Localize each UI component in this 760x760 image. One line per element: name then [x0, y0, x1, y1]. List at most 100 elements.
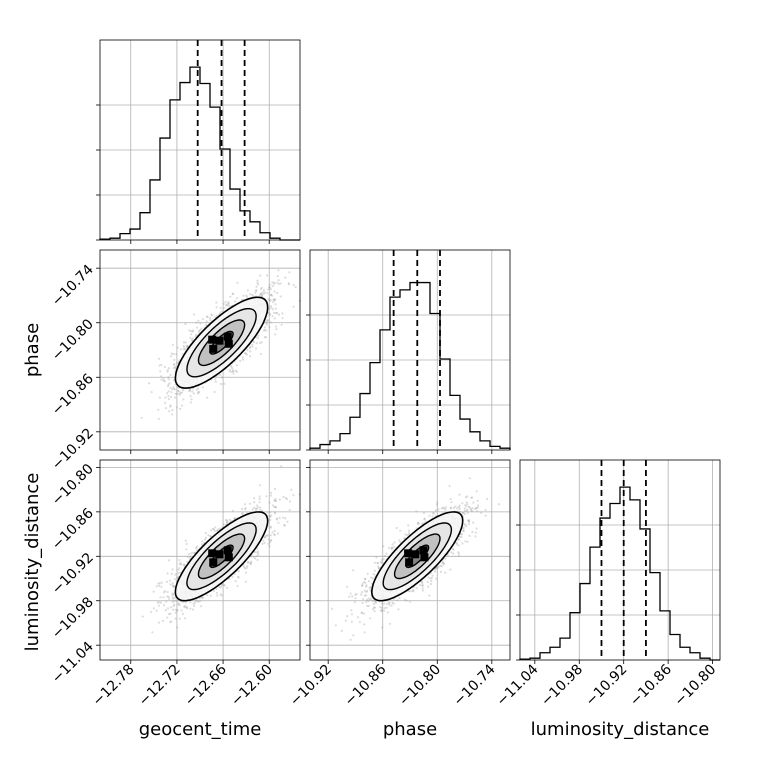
sample-point: [167, 383, 170, 386]
sample-point: [269, 518, 272, 522]
sample-point: [269, 288, 272, 291]
sample-point: [167, 390, 170, 393]
sample-point: [253, 500, 256, 504]
sample-point: [182, 341, 185, 344]
sample-point: [244, 352, 247, 355]
sample-point: [256, 506, 259, 509]
sample-point: [166, 616, 169, 619]
sample-point: [148, 382, 151, 385]
sample-point: [171, 568, 174, 571]
sample-point: [210, 313, 213, 316]
sample-point: [189, 601, 192, 604]
sample-point: [158, 364, 161, 367]
sample-point: [270, 491, 273, 494]
sample-point: [241, 358, 244, 361]
sample-point: [288, 500, 291, 503]
sample-point: [277, 279, 280, 282]
sample-point: [258, 497, 261, 501]
sample-point: [252, 340, 255, 344]
sample-point: [232, 292, 235, 295]
sample-point: [228, 368, 231, 371]
sample-point: [263, 326, 267, 329]
sample-point: [258, 484, 261, 487]
sample-point: [235, 364, 238, 367]
sample-point: [270, 293, 273, 296]
sample-point: [230, 370, 233, 373]
sample-point: [191, 608, 194, 611]
sample-point: [188, 390, 191, 393]
sample-point: [274, 487, 277, 491]
sample-point: [269, 511, 272, 514]
sample-point: [185, 548, 188, 551]
sample-point: [177, 390, 180, 393]
sample-point: [242, 294, 245, 297]
sample-point: [205, 396, 209, 399]
sample-point: [183, 346, 186, 349]
sample-point: [195, 333, 198, 336]
sample-point: [261, 291, 264, 294]
sample-point: [167, 378, 170, 381]
sample-point: [211, 527, 214, 531]
sample-point: [259, 274, 262, 277]
sample-point: [246, 289, 249, 292]
sample-point: [177, 568, 180, 572]
sample-point: [272, 281, 276, 284]
sample-point: [273, 282, 276, 285]
sample-point: [237, 570, 241, 573]
sample-point: [215, 306, 218, 309]
sample-point: [160, 581, 163, 584]
sample-point: [249, 563, 252, 566]
sample-point: [281, 312, 284, 315]
sample-point: [288, 271, 291, 274]
sample-point: [151, 631, 154, 634]
sample-point: [160, 378, 163, 381]
sample-point: [169, 386, 172, 389]
sample-point: [194, 546, 198, 549]
sample-point: [179, 407, 182, 410]
sample-point: [209, 316, 212, 319]
sample-point: [197, 319, 200, 322]
sample-point: [150, 610, 153, 614]
sample-point: [196, 600, 199, 603]
sample-point: [256, 504, 259, 507]
sample-point: [276, 275, 279, 278]
sample-point: [140, 416, 143, 419]
sample-point: [188, 388, 192, 391]
sample-point: [182, 344, 185, 348]
sample-point: [192, 551, 195, 554]
sample-point: [282, 516, 285, 519]
sample-point: [163, 365, 166, 369]
sample-point: [272, 298, 275, 301]
sample-point: [177, 389, 180, 392]
sample-point: [226, 302, 230, 305]
sample-point: [182, 348, 185, 351]
sample-point: [160, 375, 163, 378]
sample-point: [176, 609, 179, 612]
sample-point: [263, 541, 266, 545]
sample-point: [274, 497, 277, 501]
sample-point: [277, 269, 280, 272]
sample-point: [164, 396, 167, 399]
sample-point: [168, 382, 171, 385]
histogram-frame-luminosity_distance: [519, 459, 721, 661]
sample-point: [276, 281, 279, 284]
sample-point: [292, 283, 295, 286]
sample-point: [162, 596, 165, 599]
sample-point: [267, 288, 270, 291]
sample-point: [277, 521, 280, 524]
sample-point: [274, 511, 277, 514]
sample-point: [164, 609, 167, 612]
sample-point: [279, 282, 282, 285]
sample-point: [231, 575, 234, 578]
sample-point: [192, 392, 195, 395]
sample-point: [271, 308, 274, 311]
sample-point: [288, 508, 291, 512]
sample-point: [190, 333, 193, 336]
density-peak: [208, 335, 217, 344]
sample-point: [271, 315, 274, 318]
sample-point: [228, 370, 231, 373]
sample-point: [274, 311, 277, 314]
sample-point: [218, 312, 222, 315]
sample-point: [181, 612, 184, 616]
sample-point: [245, 294, 248, 297]
